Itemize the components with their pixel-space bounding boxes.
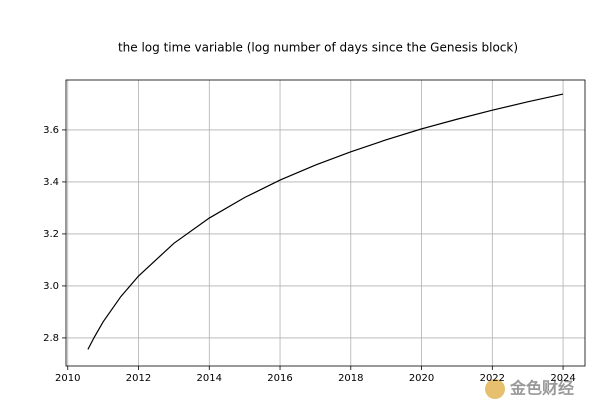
chart-title: the log time variable (log number of day… bbox=[118, 41, 518, 55]
x-tick-label: 2024 bbox=[550, 373, 575, 384]
y-tick-label: 2.8 bbox=[43, 333, 59, 344]
x-tick-label: 2014 bbox=[197, 373, 222, 384]
plot-frame bbox=[65, 79, 586, 367]
x-tick-label: 2012 bbox=[126, 373, 151, 384]
y-tick-label: 3.0 bbox=[43, 281, 59, 292]
x-tick-label: 2022 bbox=[480, 373, 505, 384]
x-tick-label: 2018 bbox=[338, 373, 363, 384]
y-tick-label: 3.4 bbox=[43, 177, 59, 188]
y-tick-label: 3.6 bbox=[43, 125, 59, 136]
y-tick-label: 3.2 bbox=[43, 229, 59, 240]
x-tick-label: 2016 bbox=[267, 373, 292, 384]
watermark: 金色财经 bbox=[509, 379, 574, 398]
x-tick-label: 2010 bbox=[55, 373, 80, 384]
x-tick-label: 2020 bbox=[409, 373, 434, 384]
line bbox=[87, 93, 564, 350]
watermark-logo bbox=[485, 379, 505, 399]
